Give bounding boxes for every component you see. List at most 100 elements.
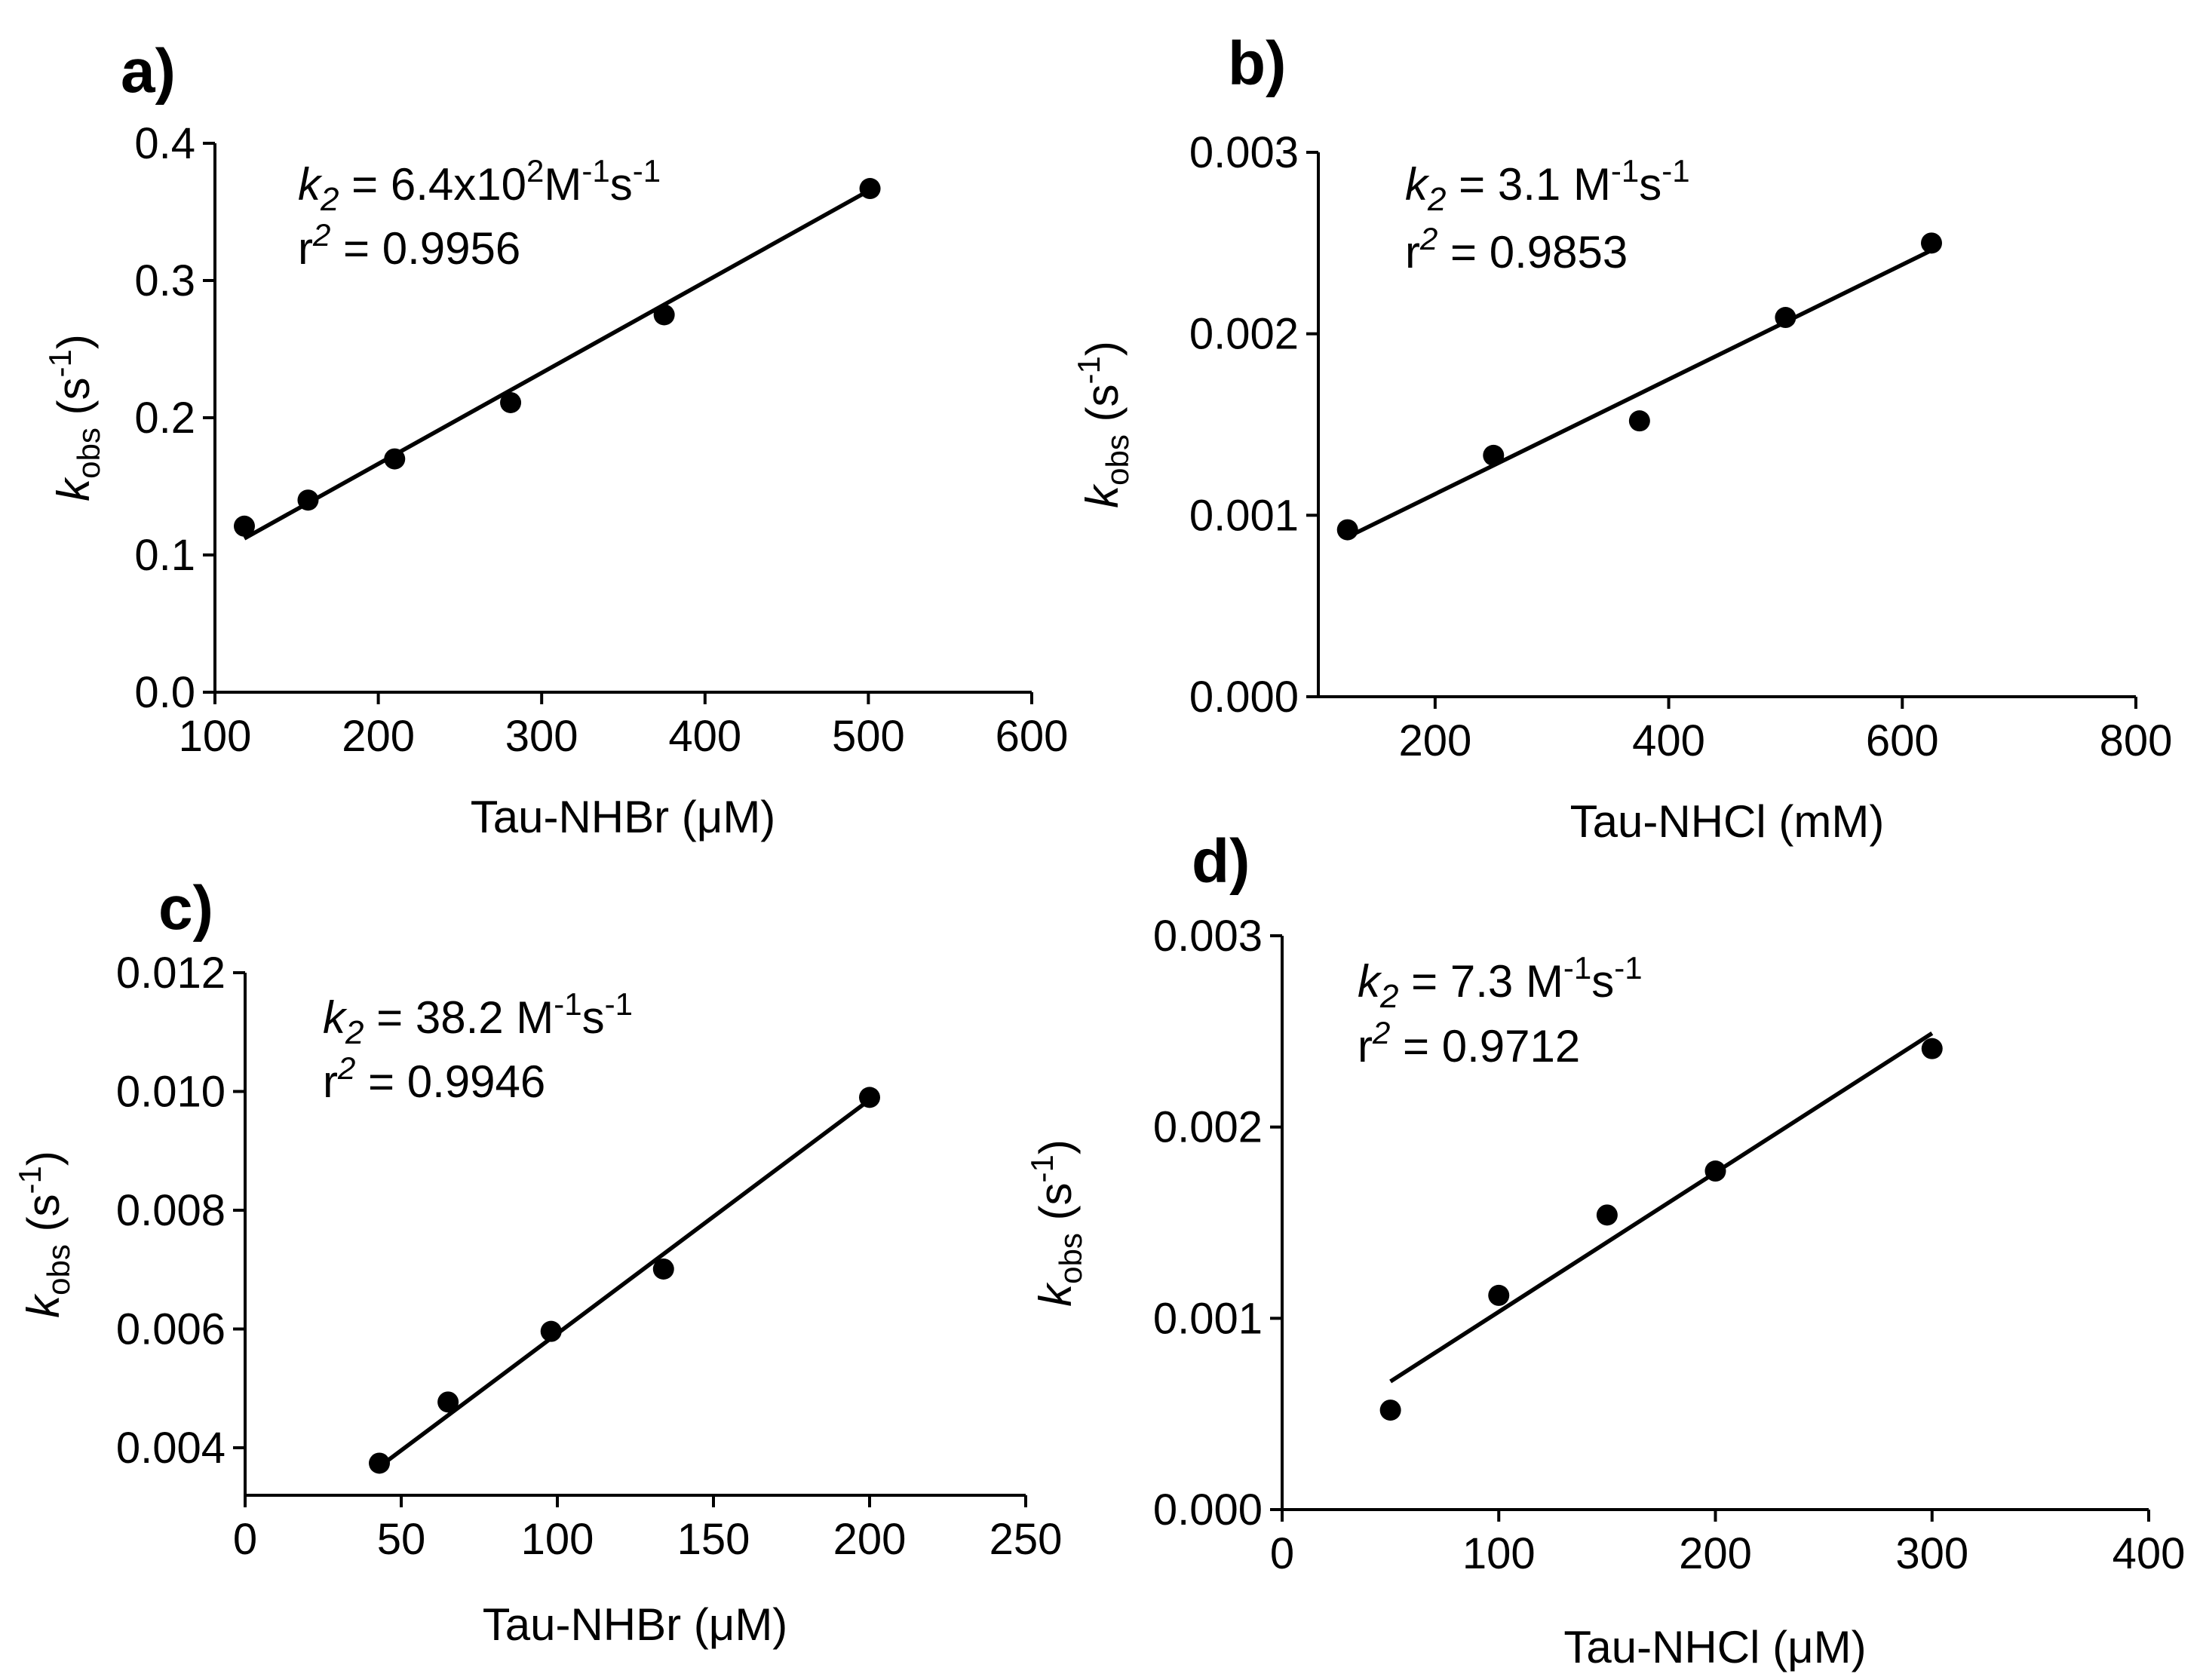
y-axis-title: kobs (s-1)	[42, 334, 106, 501]
y-title-sup: -1	[1071, 356, 1106, 384]
r2-sup: 2	[337, 1050, 355, 1086]
data-point	[1483, 444, 1505, 466]
x-axis-title: Tau-NHCl (mM)	[1570, 796, 1885, 847]
y-tick-label: 0.002	[1153, 1103, 1263, 1152]
y-tick-label: 0.000	[1189, 673, 1299, 722]
data-point	[1336, 519, 1358, 541]
y-tick-label: 0.1	[134, 531, 195, 580]
data-point	[1628, 410, 1650, 432]
k2-value: = 38.2 M	[364, 992, 554, 1043]
r2-symbol: r	[323, 1056, 338, 1107]
data-point	[653, 304, 675, 326]
y-tick-label: 0.002	[1189, 310, 1299, 359]
k2-unit-s: s	[1591, 956, 1614, 1007]
data-point	[384, 448, 406, 470]
k2-unit-s: s	[1639, 159, 1661, 210]
y-tick-label: 0.012	[116, 949, 226, 998]
k2-unit-exp1: -1	[1563, 950, 1591, 986]
y-tick-label: 0.000	[1153, 1485, 1263, 1534]
fit-line	[1346, 248, 1933, 539]
data-point	[540, 1320, 562, 1342]
x-tick-label: 200	[1679, 1529, 1752, 1578]
fit-line	[378, 1098, 871, 1469]
y-title-sub: obs	[71, 428, 106, 479]
r2-value: = 0.9956	[330, 223, 520, 274]
x-tick-label: 0	[1270, 1529, 1294, 1578]
x-tick-label: 50	[377, 1515, 426, 1564]
data-point	[859, 178, 881, 200]
x-tick-label: 100	[179, 712, 252, 761]
k2-unit-exp1: -1	[554, 986, 581, 1022]
panel-label: d)	[1192, 827, 1250, 896]
y-axis-title: kobs (s-1)	[1071, 341, 1135, 508]
fit-line	[1389, 1032, 1934, 1384]
x-tick-label: 200	[1398, 716, 1471, 765]
r2-sup: 2	[1419, 221, 1437, 256]
k2-symbol: k	[323, 992, 348, 1043]
y-tick-label: 0.0	[134, 668, 195, 717]
k2-symbol: k	[298, 159, 323, 210]
k2-annotation: k2 = 7.3 M-1s-1	[1358, 950, 1643, 1015]
x-tick-label: 200	[833, 1515, 907, 1564]
y-title-sub: obs	[1100, 434, 1135, 486]
y-axis-title: kobs (s-1)	[1024, 1139, 1088, 1307]
k2-annotation: k2 = 3.1 M-1s-1	[1405, 153, 1690, 218]
panel-c: 0 50 100 150 200 250 0.004 0.006 0.008 0.010 0.012…	[12, 874, 1062, 1650]
x-tick-label: 100	[1462, 1529, 1536, 1578]
data-point	[1379, 1399, 1401, 1421]
r2-value: = 0.9712	[1390, 1021, 1580, 1071]
k2-value: = 3.1 M	[1446, 159, 1610, 210]
k2-unit-exp1: -1	[1611, 153, 1639, 189]
panel-a: 100 200 300 400 500 600 0.0 0.1 0.2 0.3 0.4 a) Tau-N…	[42, 37, 1068, 842]
data-point	[1596, 1204, 1618, 1226]
y-tick-label: 0.003	[1153, 912, 1263, 961]
y-title-unit: (s	[1030, 1182, 1081, 1233]
y-title-unit: (s	[18, 1194, 69, 1244]
y-title-close: )	[48, 334, 99, 349]
x-axis-title: Tau-NHCl (μM)	[1563, 1622, 1866, 1672]
x-tick-label: 800	[2100, 716, 2173, 765]
r2-annotation: r2 = 0.9712	[1358, 1015, 1580, 1071]
x-tick-label: 250	[990, 1515, 1063, 1564]
r2-symbol: r	[298, 223, 313, 274]
k2-symbol: k	[1358, 956, 1382, 1007]
r2-sup: 2	[312, 217, 330, 253]
data-point	[652, 1258, 674, 1280]
x-tick-label: 100	[521, 1515, 594, 1564]
y-title-close: )	[1077, 341, 1128, 356]
data-point	[297, 489, 319, 511]
y-tick-label: 0.008	[116, 1186, 226, 1235]
k2-unit-exp2: -1	[1661, 153, 1689, 189]
y-title-k: k	[48, 477, 99, 501]
k2-symbol: k	[1405, 159, 1430, 210]
x-tick-label: 500	[832, 712, 905, 761]
y-tick-label: 0.006	[116, 1305, 226, 1354]
r2-annotation: r2 = 0.9853	[1405, 221, 1628, 277]
y-title-sup: -1	[12, 1166, 48, 1194]
y-title-sup: -1	[1024, 1154, 1060, 1182]
data-point	[1921, 232, 1942, 254]
y-title-close: )	[18, 1151, 69, 1166]
k2-unit-exp2: -1	[605, 986, 633, 1022]
x-tick-label: 300	[1895, 1529, 1968, 1578]
data-point	[1921, 1038, 1943, 1059]
data-point	[233, 515, 255, 537]
data-point	[437, 1391, 459, 1413]
r2-value: = 0.9853	[1437, 227, 1628, 277]
k2-annotation: k2 = 6.4x102M-1s-1	[298, 153, 661, 218]
panel-b: 200 400 600 800 0.000 0.001 0.002 0.003 b) Tau-NH…	[1071, 29, 2172, 847]
k2-unit-exp2: -1	[1614, 950, 1642, 986]
r2-symbol: r	[1405, 227, 1420, 277]
k2-annotation: k2 = 38.2 M-1s-1	[323, 986, 633, 1051]
k2-unit-exp2: -1	[633, 153, 661, 189]
k2-unit-m: M	[544, 159, 581, 210]
y-title-sub: obs	[1053, 1233, 1088, 1284]
y-tick-label: 0.4	[134, 119, 195, 168]
x-tick-label: 400	[668, 712, 741, 761]
panel-label: b)	[1228, 29, 1286, 98]
r2-sup: 2	[1372, 1015, 1390, 1050]
k2-sub: 2	[345, 1014, 364, 1051]
y-tick-label: 0.001	[1153, 1294, 1263, 1343]
panel-label: a)	[121, 37, 176, 106]
